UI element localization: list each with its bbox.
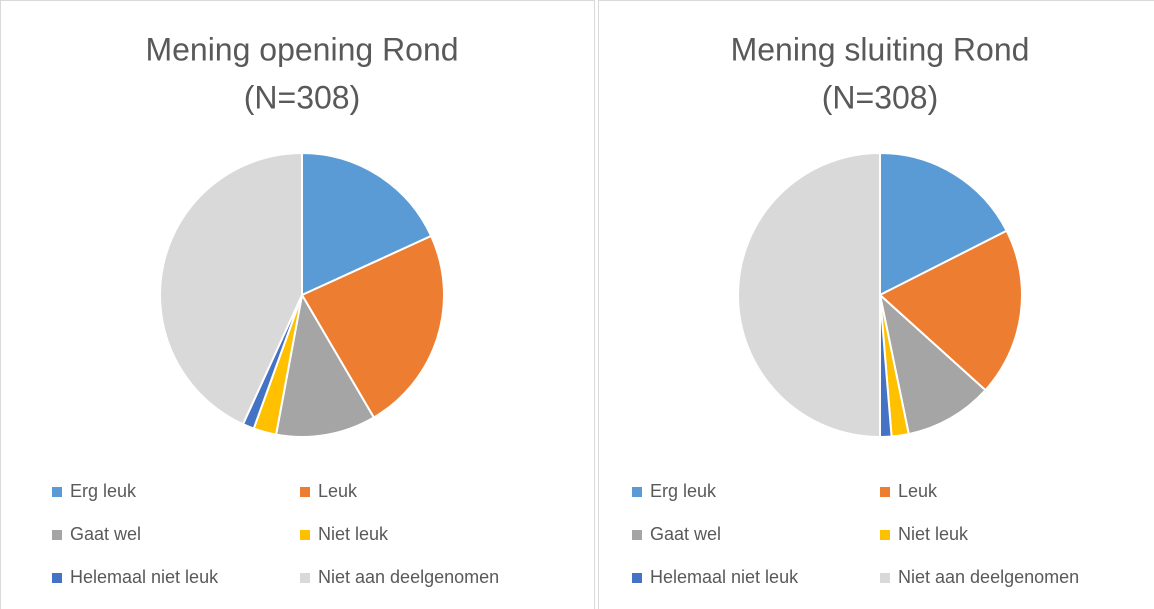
legend-label: Niet leuk [898, 524, 969, 544]
legend-swatch [300, 573, 310, 583]
pie-slice [274, 292, 376, 438]
legend-swatch [52, 573, 62, 583]
legend-swatch [632, 530, 642, 540]
chart-title: Mening sluiting Rond [731, 31, 1030, 67]
legend-swatch [300, 530, 310, 540]
pie-slice [879, 151, 1008, 297]
legend-label: Niet leuk [318, 524, 389, 544]
legend-swatch [880, 530, 890, 540]
legend-label: Gaat wel [650, 524, 721, 544]
legend-swatch [880, 487, 890, 497]
legend-label: Helemaal niet leuk [650, 567, 799, 587]
legend-label: Erg leuk [650, 481, 717, 501]
legend-label: Niet aan deelgenomen [898, 567, 1079, 587]
legend-label: Leuk [318, 481, 358, 501]
legend-label: Leuk [898, 481, 938, 501]
legend-swatch [300, 487, 310, 497]
chart-subtitle: (N=308) [244, 79, 361, 115]
pie-slice [159, 151, 303, 426]
pie-slice [878, 292, 987, 436]
legend-swatch [880, 573, 890, 583]
legend-label: Niet aan deelgenomen [318, 567, 499, 587]
pie-slice [301, 151, 433, 297]
legend-label: Erg leuk [70, 481, 137, 501]
pie-slice [300, 234, 445, 419]
legend-swatch [52, 487, 62, 497]
pie-slice [737, 151, 881, 439]
chart-subtitle: (N=308) [822, 79, 939, 115]
chart-title: Mening opening Rond [145, 31, 458, 67]
legend-label: Helemaal niet leuk [70, 567, 219, 587]
legend-swatch [632, 573, 642, 583]
legend-label: Gaat wel [70, 524, 141, 544]
pie-slice [878, 229, 1023, 392]
legend-swatch [632, 487, 642, 497]
legend-swatch [52, 530, 62, 540]
